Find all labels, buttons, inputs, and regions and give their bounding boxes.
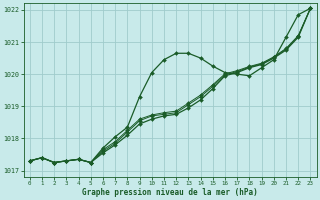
X-axis label: Graphe pression niveau de la mer (hPa): Graphe pression niveau de la mer (hPa) bbox=[82, 188, 258, 197]
